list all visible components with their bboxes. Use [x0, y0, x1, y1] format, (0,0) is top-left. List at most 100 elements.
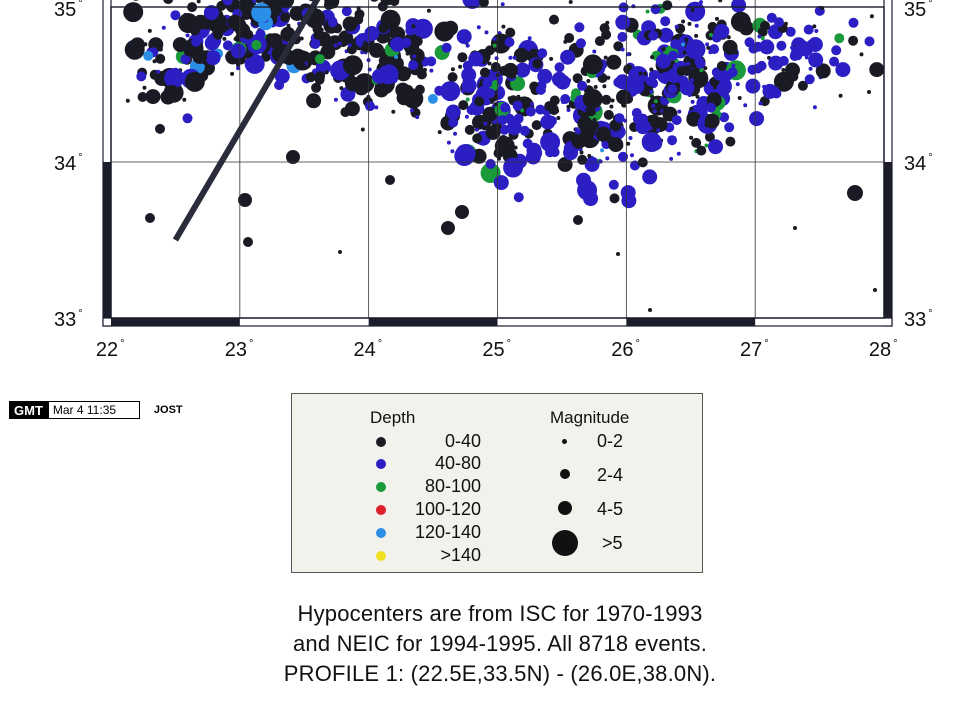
event-marker	[652, 109, 657, 114]
degree-symbol: °	[893, 338, 897, 350]
event-marker	[440, 81, 461, 102]
event-marker	[586, 79, 591, 83]
event-marker	[464, 124, 475, 135]
event-marker	[708, 50, 713, 55]
event-marker	[687, 21, 692, 26]
event-marker	[560, 49, 576, 65]
event-marker	[184, 71, 205, 92]
magnitude-0-2-swatch	[562, 439, 567, 444]
event-marker	[869, 14, 874, 19]
event-marker	[493, 148, 504, 159]
event-marker	[378, 23, 389, 34]
event-marker	[284, 32, 289, 37]
event-marker	[388, 28, 399, 39]
latitude-label-left: 33	[54, 309, 76, 331]
event-marker	[815, 63, 831, 79]
event-marker	[390, 13, 400, 24]
event-marker	[835, 62, 851, 78]
event-marker	[370, 0, 379, 2]
event-marker	[834, 33, 845, 44]
bottom-frame-segment	[111, 318, 240, 326]
event-marker	[609, 193, 620, 204]
event-marker	[393, 46, 398, 50]
event-marker	[609, 104, 614, 109]
magnitude-gt-5-swatch	[552, 530, 578, 556]
event-marker	[493, 102, 498, 107]
event-marker	[490, 62, 501, 72]
event-marker	[617, 31, 628, 42]
event-marker	[704, 132, 715, 142]
event-marker	[774, 17, 784, 28]
event-marker	[182, 97, 187, 102]
event-marker	[677, 109, 682, 114]
magnitude-gt-5-label: >5	[602, 533, 623, 553]
event-marker	[506, 68, 517, 79]
event-marker	[353, 14, 364, 25]
event-marker	[645, 9, 650, 14]
event-marker	[618, 25, 623, 29]
event-marker	[222, 40, 233, 51]
event-marker	[549, 95, 560, 106]
event-marker	[577, 80, 588, 91]
event-marker	[688, 68, 699, 79]
event-marker	[735, 82, 740, 87]
event-marker	[653, 99, 658, 104]
event-marker	[676, 66, 687, 77]
event-marker	[690, 43, 695, 48]
event-marker	[651, 103, 656, 108]
longitude-label: 23	[225, 339, 247, 361]
right-frame-segment	[884, 162, 892, 318]
degree-symbol: °	[928, 0, 932, 10]
event-marker	[178, 13, 199, 33]
bottom-frame-segment	[368, 318, 498, 326]
longitude-label: 28	[869, 339, 891, 361]
event-marker	[554, 62, 565, 73]
event-marker	[600, 148, 605, 153]
event-marker	[637, 113, 648, 124]
degree-symbol: °	[378, 338, 382, 350]
event-marker	[512, 55, 517, 60]
event-marker	[474, 127, 479, 132]
event-marker	[606, 54, 622, 70]
event-marker	[450, 67, 455, 72]
event-marker	[556, 116, 561, 120]
event-marker	[618, 151, 628, 162]
degree-symbol: °	[764, 338, 768, 350]
event-marker	[582, 88, 603, 109]
event-marker	[626, 141, 631, 146]
event-marker	[579, 150, 584, 155]
event-marker	[620, 185, 636, 201]
event-marker	[299, 36, 304, 41]
event-marker	[661, 47, 666, 52]
event-marker	[601, 94, 612, 105]
event-marker	[649, 89, 654, 94]
magnitude-4-5-label: 4-5	[597, 499, 624, 519]
event-marker	[716, 61, 727, 71]
event-marker	[709, 32, 713, 37]
event-marker	[453, 131, 457, 136]
event-marker	[155, 53, 166, 64]
event-marker	[614, 113, 625, 124]
event-marker	[437, 130, 442, 135]
event-marker	[652, 117, 668, 133]
event-marker	[170, 10, 181, 21]
event-marker	[222, 0, 233, 6]
event-marker	[183, 46, 194, 57]
map-frame	[102, 0, 893, 327]
event-marker	[573, 215, 583, 225]
event-marker	[137, 92, 148, 102]
magnitude-4-5-swatch	[558, 501, 572, 515]
event-marker	[859, 52, 864, 57]
event-marker	[191, 36, 202, 47]
event-marker	[280, 12, 291, 23]
event-marker	[485, 125, 501, 140]
event-marker	[314, 54, 325, 64]
event-marker	[230, 71, 235, 76]
map-legend: Depth Magnitude 0-40 40-80 80-100 100-12…	[291, 393, 703, 573]
event-marker	[344, 101, 360, 117]
event-marker	[456, 29, 472, 45]
event-marker	[577, 154, 588, 165]
event-marker	[230, 43, 246, 59]
event-marker	[674, 24, 679, 29]
event-marker	[548, 105, 559, 116]
